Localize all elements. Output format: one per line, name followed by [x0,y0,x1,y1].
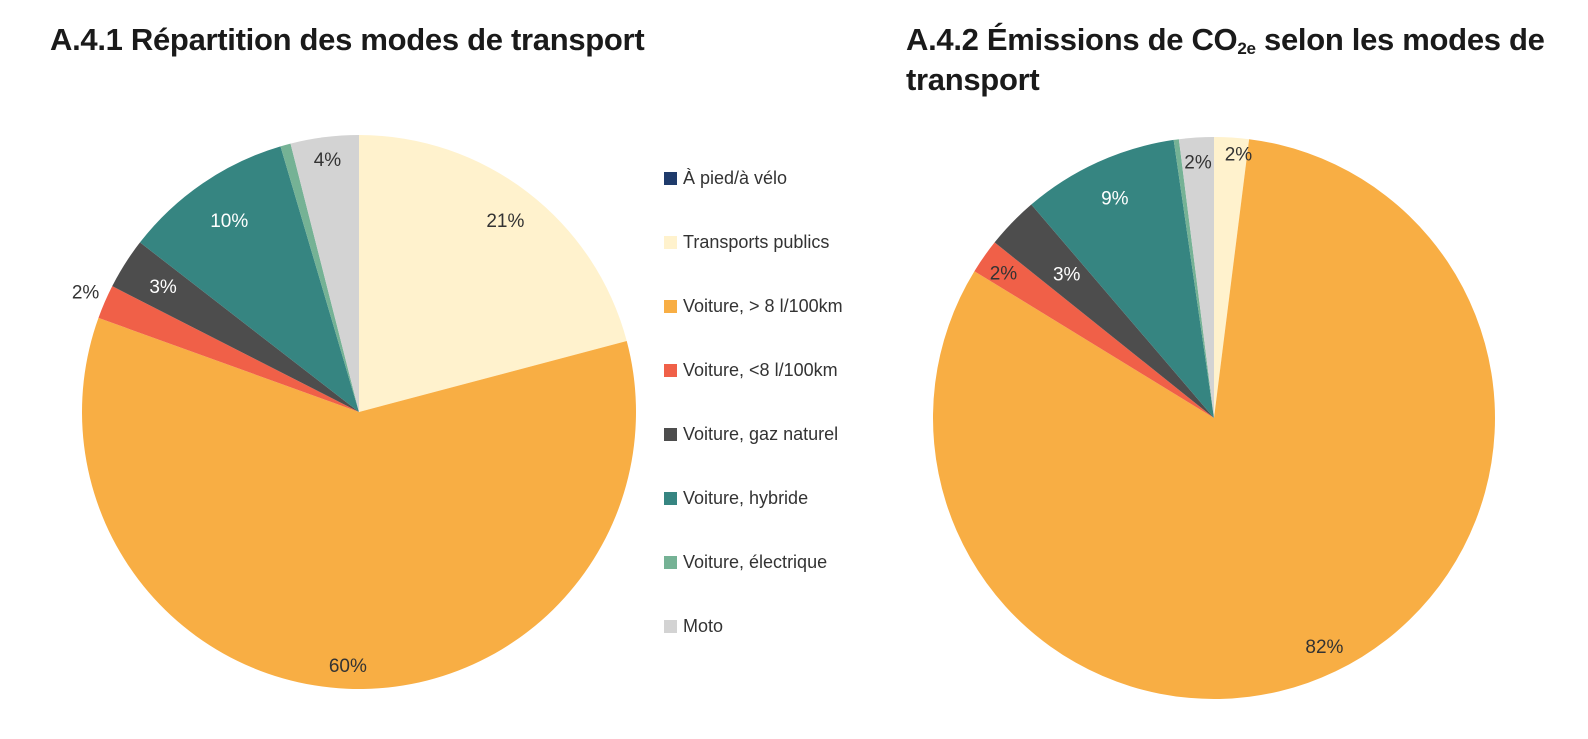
pie-slice-voiture-hybride [139,146,359,412]
data-label-voiture-gaz-naturel: 3% [149,277,177,298]
pie-slice-voiture-electrique [1173,139,1214,418]
data-label-transports-publics: 2% [1225,145,1253,166]
data-label-moto: 2% [1184,153,1212,174]
pie-slice-voiture-hybride [1031,139,1214,418]
legend-label-voiture-gaz-naturel: Voiture, gaz naturel [683,423,839,444]
data-label-voiture-gaz-naturel: 3% [1053,264,1081,285]
chart-title-repartition: A.4.1 Répartition des modes de transport [50,22,645,57]
chart-title-emissions-part1: A.4.2 Émissions de CO [906,22,1238,57]
legend-label-voiture-electrique: Voiture, électrique [683,551,828,572]
legend-swatch-voiture-8-l-100km [664,363,677,377]
pie-slice-voiture-8-l-100km [98,286,359,412]
chart-title-emissions-subscript: 2e [1237,39,1256,58]
legend-label-transports-publics: Transports publics [683,231,830,252]
legend-item-moto: Moto [664,614,723,638]
legend-label-moto: Moto [683,615,724,636]
legend-item-a-pied-a-velo: À pied/à vélo [664,166,787,190]
legend-item-voiture-8-l-100km: Voiture, > 8 l/100km [664,294,843,318]
legend-item-voiture-electrique: Voiture, électrique [664,550,827,574]
pie-slice-voiture-gaz-naturel [112,242,360,412]
legend-swatch-voiture-electrique [664,555,677,569]
pie-slice-voiture-electrique [280,143,359,413]
data-label-voiture-8-l-100km: 60% [329,656,367,677]
legend-item-transports-publics: Transports publics [664,230,829,254]
legend-item-voiture-gaz-naturel: Voiture, gaz naturel [664,422,838,446]
pie-slice-moto [290,135,359,412]
chart-title-emissions-part2: selon les modes de transport [906,22,1545,97]
legend-label-voiture-8-l-100km: Voiture, > 8 l/100km [683,295,843,316]
legend-swatch-voiture-8-l-100km [664,299,677,313]
legend-label-a-pied-a-velo: À pied/à vélo [683,167,788,188]
data-label-voiture-hybride: 9% [1101,188,1129,209]
chart-title-emissions: A.4.2 Émissions de CO2e selon les modes … [906,20,1566,100]
legend-swatch-voiture-hybride [664,491,677,505]
data-label-voiture-hybride: 10% [210,211,248,232]
pie-slice-voiture-8-l-100km [82,317,636,689]
pie-slice-moto [1178,137,1214,418]
legend-swatch-voiture-gaz-naturel [664,427,677,441]
legend-label-voiture-8-l-100km: Voiture, <8 l/100km [683,359,838,380]
legend-item-voiture-8-l-100km: Voiture, <8 l/100km [664,358,838,382]
data-label-voiture-8-l-100km: 82% [1305,637,1343,658]
pie-slice-voiture-8-l-100km [974,242,1214,418]
legend-swatch-transports-publics [664,235,677,249]
data-label-voiture-8-l-100km: 2% [72,282,100,303]
legend-swatch-moto [664,619,677,633]
data-label-voiture-8-l-100km: 2% [990,263,1018,284]
pie-slice-transports-publics [1214,137,1250,418]
legend-item-voiture-hybride: Voiture, hybride [664,486,808,510]
data-label-moto: 4% [314,150,342,171]
data-label-transports-publics: 21% [486,211,524,232]
legend-label-voiture-hybride: Voiture, hybride [683,487,809,508]
pie-slice-voiture-8-l-100km [932,139,1495,700]
pie-slice-transports-publics [359,135,627,412]
pie-slice-voiture-gaz-naturel [994,204,1214,418]
legend-swatch-a-pied-a-velo [664,171,677,185]
